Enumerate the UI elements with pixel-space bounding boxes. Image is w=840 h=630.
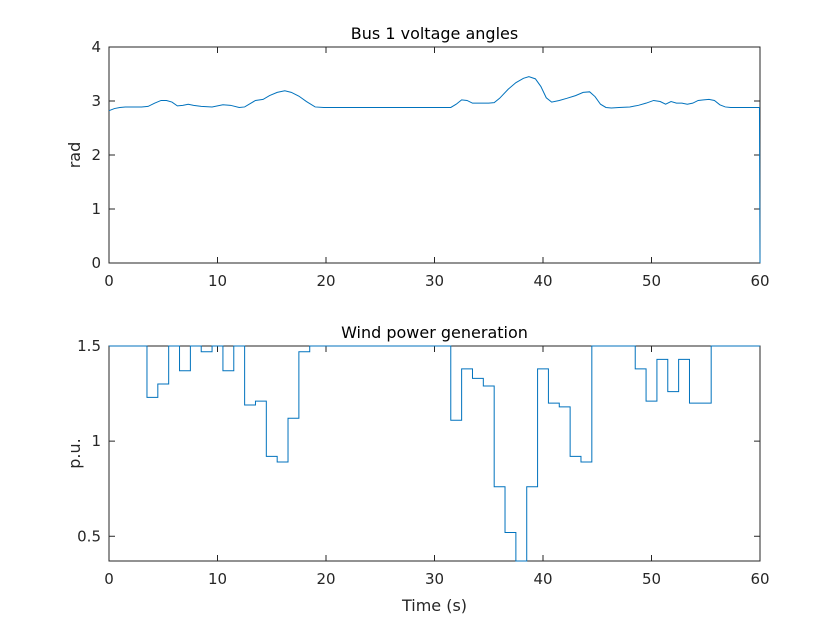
voltage-angle-y-tick-label: 0: [91, 254, 101, 272]
wind-power-y-tick-label: 0.5: [77, 527, 101, 545]
voltage-angle-x-tick-label: 30: [425, 272, 444, 290]
wind-power-y-tick-label: 1.5: [77, 337, 101, 355]
wind-power-x-tick-label: 60: [750, 570, 769, 588]
voltage-angle-x-tick-label: 10: [208, 272, 227, 290]
voltage-angle-plot-area: [108, 46, 761, 264]
wind-power-x-tick-label: 30: [425, 570, 444, 588]
voltage-angle-x-tick-label: 60: [750, 272, 769, 290]
voltage-angle-ticks: 0 10 20 30 40 50 60 0 1 2 3 4: [91, 38, 769, 290]
wind-power-ticks: 0 10 20 30 40 50 60 0.5 1 1.5: [77, 337, 769, 588]
voltage-angle-y-tick-label: 1: [91, 200, 101, 218]
voltage-angle-series-line: [108, 76, 761, 264]
voltage-angle-chart-title: Bus 1 voltage angles: [351, 24, 518, 43]
wind-power-y-axis-label: p.u.: [65, 438, 84, 468]
voltage-angle-x-tick-label: 50: [642, 272, 661, 290]
voltage-angle-x-tick-label: 20: [316, 272, 335, 290]
wind-power-x-tick-label: 0: [104, 570, 114, 588]
voltage-angle-x-tick-label: 40: [533, 272, 552, 290]
voltage-angle-y-tick-label: 2: [91, 146, 101, 164]
voltage-angle-y-tick-label: 3: [91, 92, 101, 110]
wind-power-x-tick-label: 20: [316, 570, 335, 588]
wind-power-chart-title: Wind power generation: [341, 323, 528, 342]
voltage-angle-x-tick-label: 0: [104, 272, 114, 290]
wind-power-series-line: [109, 345, 760, 562]
voltage-angle-y-tick-label: 4: [91, 38, 101, 56]
wind-power-axes: Wind power generation p.u. Time (s) 0 10 2…: [65, 323, 770, 615]
voltage-angle-axes: Bus 1 voltage angles rad 0 10 20 30 40 50 60 0 1…: [65, 24, 770, 290]
wind-power-x-tick-label: 50: [642, 570, 661, 588]
wind-power-x-tick-label: 40: [533, 570, 552, 588]
voltage-angle-y-axis-label: rad: [65, 142, 84, 169]
wind-power-y-tick-label: 1: [91, 432, 101, 450]
wind-power-plot-area: [108, 345, 761, 562]
wind-power-x-tick-label: 10: [208, 570, 227, 588]
wind-power-x-axis-label: Time (s): [401, 596, 467, 615]
